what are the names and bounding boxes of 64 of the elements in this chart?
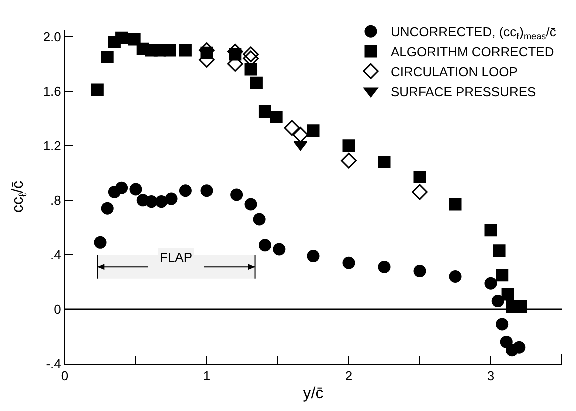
x-tick-label: 1: [203, 368, 211, 384]
point: [244, 63, 258, 76]
point: [94, 236, 107, 249]
point: [145, 196, 158, 208]
y-tick-label: 1.2: [43, 138, 62, 154]
y-tick-label: 0: [54, 302, 62, 318]
point: [230, 188, 244, 202]
point: [284, 120, 300, 136]
point: [449, 270, 462, 283]
point: [449, 198, 462, 211]
point: [342, 256, 356, 270]
point: [250, 76, 263, 90]
point: [292, 127, 309, 143]
point: [164, 44, 176, 57]
point: [484, 224, 498, 237]
y-tick-label: -.4: [46, 356, 62, 372]
point: [496, 269, 509, 282]
point: [155, 196, 168, 208]
point: [484, 277, 498, 290]
point: [378, 156, 391, 168]
point: [253, 213, 266, 226]
point: [116, 32, 128, 44]
x-axis-title: y/c̄: [303, 385, 324, 402]
point: [307, 124, 320, 138]
point: [378, 260, 391, 274]
point: [412, 184, 428, 200]
point: [270, 111, 283, 124]
point: [165, 192, 178, 206]
point: [179, 44, 192, 57]
y-tick-label: .8: [50, 192, 62, 208]
x-tick-label: 2: [345, 368, 353, 384]
point: [258, 239, 272, 252]
point: [273, 243, 286, 256]
point: [492, 295, 504, 308]
point: [493, 244, 506, 258]
point: [116, 182, 128, 194]
point: [496, 318, 509, 331]
y-tick-label: .4: [50, 247, 62, 262]
point: [101, 51, 114, 64]
point: [307, 250, 320, 263]
point: [341, 152, 357, 169]
point: [200, 184, 214, 198]
point: [258, 106, 272, 118]
point: [91, 84, 104, 96]
point: [513, 341, 526, 354]
point: [244, 198, 258, 211]
point: [243, 46, 259, 62]
point: [342, 140, 356, 152]
point: [502, 288, 514, 301]
band-label: FLAP: [160, 250, 193, 265]
point: [179, 184, 192, 198]
point: [130, 183, 142, 196]
legend-label: CIRCULATION LOOP: [391, 64, 518, 80]
point: [101, 202, 114, 215]
legend-label: UNCORRECTED, (cc$_{ℓ}$)$_{meas}$/c̄: [391, 24, 557, 42]
point: [414, 170, 426, 184]
point: [414, 265, 426, 278]
point: [500, 336, 513, 348]
legend-label: ALGORITHM CORRECTED: [391, 44, 554, 60]
legend-label: SURFACE PRESSURES: [391, 84, 537, 100]
x-tick-label: 3: [487, 368, 495, 384]
y-tick-label: 1.6: [43, 84, 62, 99]
point: [128, 33, 141, 46]
y-tick-label: 2.0: [43, 29, 62, 44]
